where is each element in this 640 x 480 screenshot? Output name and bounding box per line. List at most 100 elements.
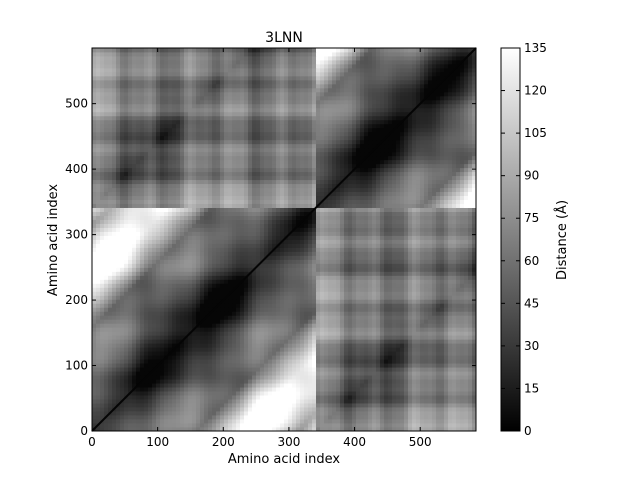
heatmap-cell: [104, 375, 109, 380]
heatmap-cell: [348, 331, 353, 336]
heatmap-cell: [404, 287, 409, 292]
heatmap-cell: [204, 359, 209, 364]
heatmap-cell: [256, 343, 261, 348]
heatmap-cell: [176, 335, 181, 340]
heatmap-cell: [272, 231, 277, 236]
heatmap-cell: [296, 343, 301, 348]
heatmap-cell: [348, 275, 353, 280]
heatmap-cell: [440, 379, 445, 384]
heatmap-cell: [116, 267, 121, 272]
heatmap-cell: [276, 383, 281, 388]
heatmap-cell: [400, 319, 405, 324]
heatmap-cell: [304, 387, 309, 392]
heatmap-cell: [172, 335, 177, 340]
heatmap-cell: [204, 283, 209, 288]
heatmap-cell: [108, 223, 113, 228]
heatmap-cell: [148, 255, 153, 260]
heatmap-cell: [412, 403, 417, 408]
heatmap-cell: [360, 335, 365, 340]
heatmap-cell: [468, 243, 473, 248]
heatmap-cell: [252, 339, 257, 344]
heatmap-cell: [448, 271, 453, 276]
heatmap-cell: [368, 263, 373, 268]
heatmap-cell: [316, 267, 321, 272]
heatmap-cell: [416, 347, 421, 352]
heatmap-cell: [456, 299, 461, 304]
heatmap-cell: [116, 231, 121, 236]
heatmap-cell: [296, 267, 301, 272]
heatmap-cell: [108, 303, 113, 308]
heatmap-cell: [324, 339, 329, 344]
heatmap-cell: [380, 411, 385, 416]
heatmap-cell: [224, 315, 229, 320]
heatmap-cell: [328, 407, 333, 412]
heatmap-cell: [460, 303, 465, 308]
heatmap-cell: [432, 311, 437, 316]
heatmap-cell: [272, 339, 277, 344]
heatmap-cell: [428, 255, 433, 260]
heatmap-cell: [332, 355, 337, 360]
heatmap-cell: [248, 323, 253, 328]
heatmap-cell: [148, 323, 153, 328]
heatmap-cell: [328, 351, 333, 356]
heatmap-cell: [264, 327, 269, 332]
heatmap-cell: [168, 327, 173, 332]
heatmap-cell: [376, 415, 381, 420]
heatmap-cell: [284, 299, 289, 304]
heatmap-cell: [236, 295, 241, 300]
heatmap-cell: [100, 223, 105, 228]
heatmap-cell: [436, 323, 441, 328]
heatmap-cell: [288, 251, 293, 256]
heatmap-cell: [320, 391, 325, 396]
heatmap-cell: [432, 379, 437, 384]
heatmap-cell: [136, 323, 141, 328]
heatmap-cell: [420, 347, 425, 352]
heatmap-cell: [392, 343, 397, 348]
heatmap-cell: [236, 395, 241, 400]
heatmap-cell: [328, 339, 333, 344]
heatmap-cell: [236, 403, 241, 408]
heatmap-cell: [116, 411, 121, 416]
heatmap-cell: [348, 403, 353, 408]
heatmap-cell: [216, 235, 221, 240]
heatmap-cell: [272, 235, 277, 240]
heatmap-cell: [160, 299, 165, 304]
heatmap-cell: [108, 279, 113, 284]
heatmap-cell: [212, 335, 217, 340]
heatmap-cell: [160, 423, 165, 428]
heatmap-cell: [100, 391, 105, 396]
heatmap-cell: [164, 347, 169, 352]
heatmap-cell: [368, 287, 373, 292]
heatmap-cell: [240, 379, 245, 384]
heatmap-cell: [376, 383, 381, 388]
heatmap-cell: [288, 375, 293, 380]
heatmap-cell: [324, 391, 329, 396]
heatmap-cell: [368, 407, 373, 412]
heatmap-cell: [396, 279, 401, 284]
heatmap-cell: [172, 339, 177, 344]
heatmap-cell: [180, 423, 185, 428]
heatmap-cell: [328, 315, 333, 320]
heatmap-cell: [244, 243, 249, 248]
heatmap-cell: [288, 227, 293, 232]
heatmap-cell: [176, 363, 181, 368]
heatmap-cell: [220, 359, 225, 364]
heatmap-cell: [408, 275, 413, 280]
heatmap-cell: [148, 339, 153, 344]
heatmap-cell: [100, 279, 105, 284]
heatmap-cell: [348, 283, 353, 288]
heatmap-cell: [220, 267, 225, 272]
heatmap-cell: [328, 371, 333, 376]
heatmap-cell: [192, 343, 197, 348]
heatmap-cell: [280, 367, 285, 372]
heatmap-cell: [260, 279, 265, 284]
heatmap-cell: [448, 279, 453, 284]
heatmap-cell: [336, 287, 341, 292]
heatmap-cell: [160, 339, 165, 344]
heatmap-cell: [212, 247, 217, 252]
heatmap-cell: [220, 423, 225, 428]
heatmap-cell: [456, 315, 461, 320]
heatmap-cell: [388, 331, 393, 336]
heatmap-cell: [296, 283, 301, 288]
heatmap-cell: [136, 251, 141, 256]
